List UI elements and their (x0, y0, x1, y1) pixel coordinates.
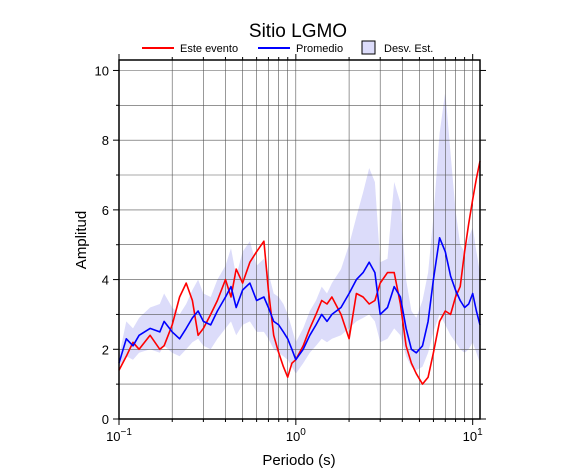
x-tick-label: 10−1 (106, 427, 132, 444)
chart-title: Sitio LGMO (249, 21, 347, 42)
legend-swatch-desv-est (361, 40, 376, 55)
y-axis-label: Amplitud (73, 211, 90, 269)
series-line-este-evento (118, 160, 481, 385)
x-tick-label: 101 (463, 427, 483, 444)
legend: Este evento Promedio Desv. Est. (142, 40, 433, 55)
legend-label-promedio: Promedio (296, 43, 343, 55)
y-tick-label: 8 (102, 133, 109, 148)
x-axis-label: Periodo (s) (262, 452, 335, 469)
y-tick-label: 0 (102, 412, 109, 427)
plot-frame (118, 59, 481, 420)
y-tick-label: 2 (102, 342, 109, 357)
series-line-promedio (118, 237, 481, 364)
std-band-layer (119, 91, 480, 374)
grid (119, 60, 480, 419)
x-tick-label: 100 (286, 427, 306, 444)
y-tick-label: 10 (95, 63, 109, 78)
std-band (119, 91, 480, 374)
axis-ticks: 0 2 4 6 8 10 10−1 100 101 (95, 54, 486, 444)
series-layer (118, 160, 481, 385)
y-tick-label: 6 (102, 203, 109, 218)
y-tick-label: 4 (102, 273, 109, 288)
legend-label-este-evento: Este evento (180, 43, 238, 55)
legend-label-desv-est: Desv. Est. (384, 43, 433, 55)
